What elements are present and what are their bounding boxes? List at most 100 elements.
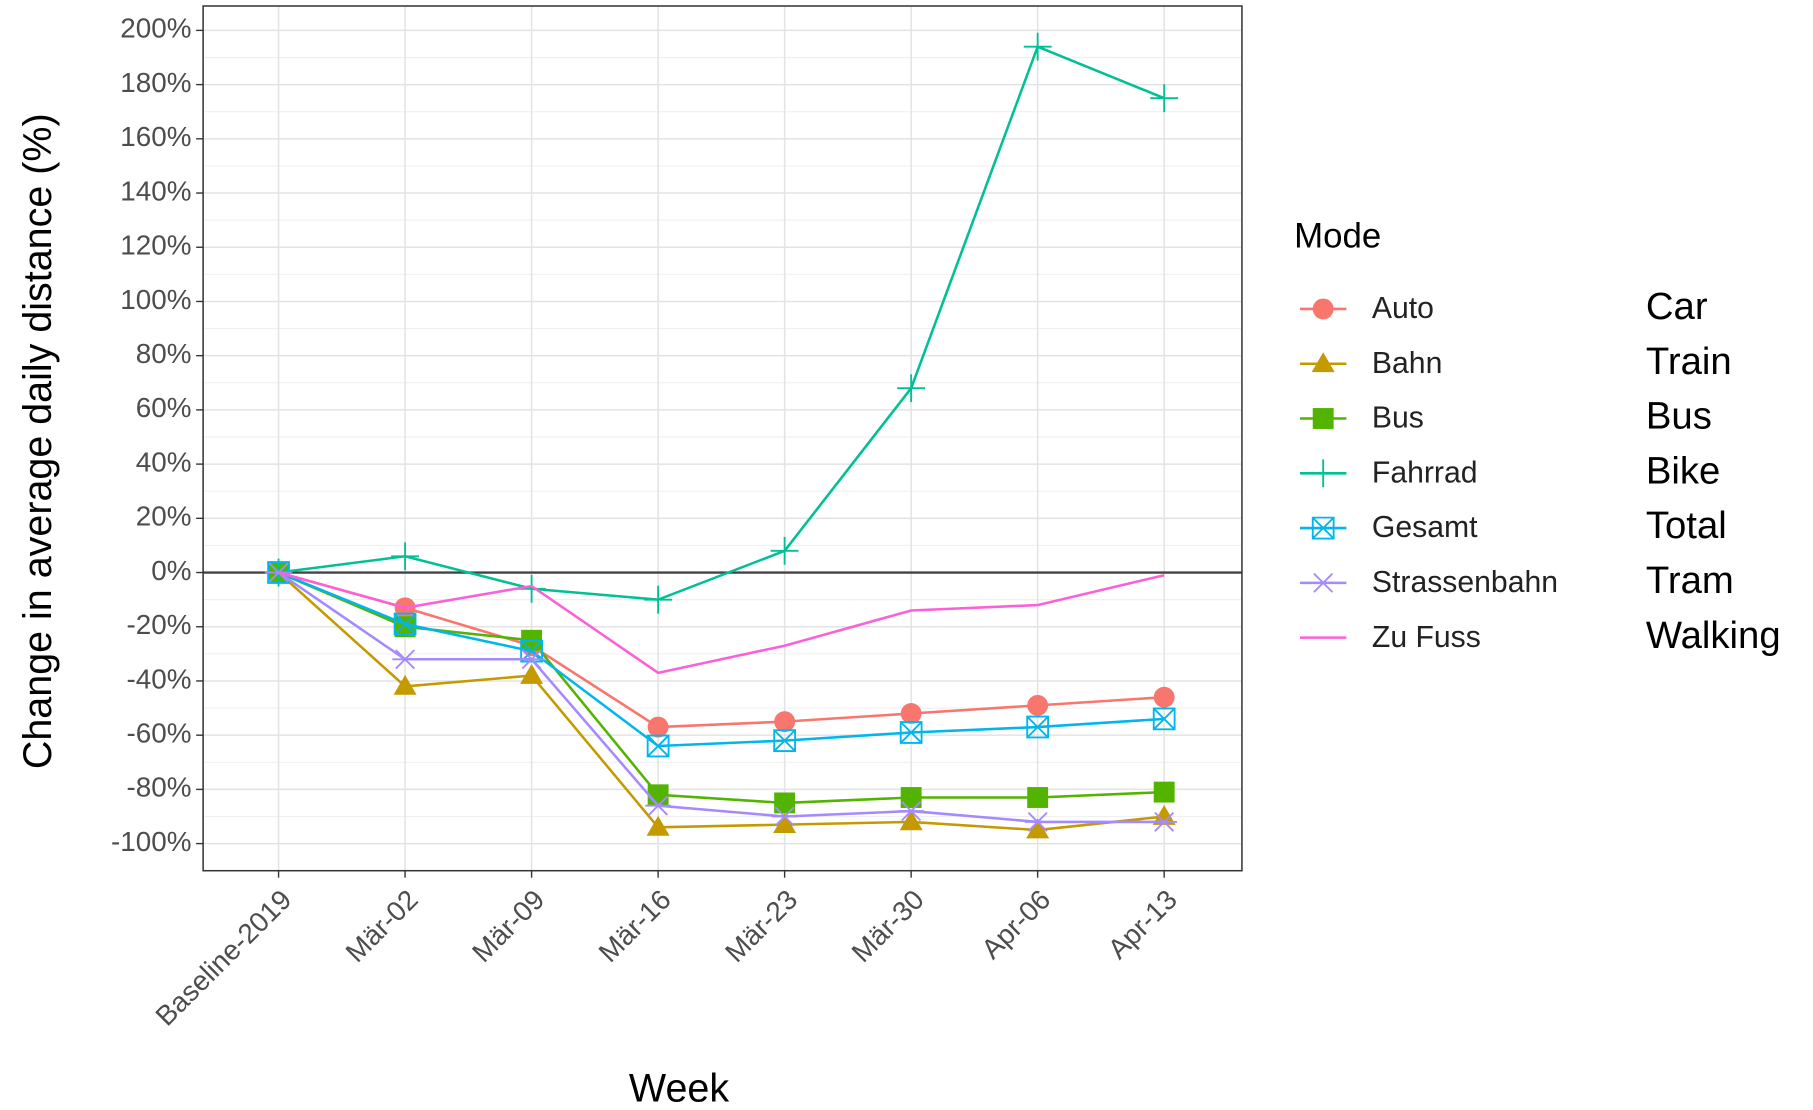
point bbox=[1153, 781, 1175, 803]
y-tick-label: -80% bbox=[126, 772, 191, 803]
legend-key-marker bbox=[1312, 408, 1334, 429]
point-shape bbox=[520, 664, 544, 684]
point-shape bbox=[647, 784, 669, 806]
point-shape bbox=[774, 792, 796, 814]
point-shape bbox=[774, 711, 796, 733]
point bbox=[1026, 818, 1050, 839]
point-shape bbox=[1312, 298, 1334, 320]
point bbox=[518, 649, 545, 670]
y-tick-label: 200% bbox=[120, 13, 191, 44]
series-line bbox=[278, 571, 1165, 675]
legend-label: Bus bbox=[1372, 402, 1424, 435]
series-line bbox=[278, 571, 1165, 748]
legend-label: Gesamt bbox=[1372, 511, 1478, 544]
point bbox=[773, 729, 797, 752]
point-shape bbox=[897, 374, 926, 403]
legend-key-marker bbox=[1311, 352, 1335, 373]
point bbox=[646, 815, 670, 836]
point bbox=[1153, 686, 1175, 708]
y-tick-label: -60% bbox=[126, 718, 191, 749]
point-shape bbox=[900, 787, 922, 808]
point-shape bbox=[770, 536, 799, 565]
legend-translation: Tram bbox=[1646, 559, 1734, 602]
point-shape bbox=[518, 649, 545, 670]
point-shape bbox=[647, 716, 669, 738]
point-shape bbox=[1310, 572, 1336, 593]
point bbox=[647, 716, 669, 738]
point bbox=[899, 810, 923, 831]
legend-translation: Total bbox=[1646, 504, 1727, 547]
y-tick-label: 40% bbox=[136, 446, 192, 477]
y-tick-label: -100% bbox=[111, 826, 192, 857]
point bbox=[770, 536, 799, 565]
point-shape bbox=[773, 813, 797, 833]
point-shape bbox=[1309, 459, 1338, 488]
point-shape bbox=[1150, 84, 1179, 113]
point-shape bbox=[1311, 352, 1335, 373]
point bbox=[520, 664, 544, 684]
point-shape bbox=[1152, 707, 1176, 731]
y-tick-label: 0% bbox=[151, 555, 191, 586]
point-shape bbox=[1151, 811, 1177, 832]
series-line bbox=[278, 571, 1165, 729]
point bbox=[1151, 811, 1177, 832]
y-tick-label: -20% bbox=[126, 609, 191, 640]
point bbox=[393, 674, 417, 695]
point bbox=[898, 801, 924, 822]
legend-label: Fahrrad bbox=[1372, 456, 1478, 489]
legend-translation: Walking bbox=[1646, 614, 1781, 657]
point-shape bbox=[1026, 715, 1050, 739]
point-shape bbox=[899, 721, 923, 744]
point bbox=[900, 787, 922, 808]
series-line bbox=[277, 571, 1165, 832]
point-shape bbox=[1311, 516, 1335, 540]
point bbox=[774, 711, 796, 733]
x-tick-label: Apr-13 bbox=[1102, 884, 1183, 965]
legend-label: Auto bbox=[1372, 292, 1434, 325]
point bbox=[1024, 811, 1051, 832]
point-shape bbox=[898, 801, 924, 822]
point bbox=[773, 813, 797, 833]
point bbox=[1023, 32, 1052, 61]
point-shape bbox=[393, 674, 417, 695]
point-shape bbox=[1153, 781, 1175, 803]
point bbox=[1152, 707, 1176, 731]
series-line bbox=[278, 44, 1165, 601]
legend-label: Bahn bbox=[1372, 347, 1442, 380]
x-tick-label: Mär-23 bbox=[719, 884, 803, 968]
point bbox=[646, 734, 670, 758]
legend-key-marker bbox=[1312, 298, 1334, 320]
point-shape bbox=[644, 585, 673, 614]
point bbox=[1026, 715, 1050, 739]
legend-title: Mode bbox=[1294, 216, 1381, 255]
y-tick-label: 80% bbox=[136, 338, 192, 369]
x-tick-label: Mär-16 bbox=[593, 884, 677, 968]
legend-translation: Bike bbox=[1646, 449, 1721, 492]
point-shape bbox=[646, 815, 670, 836]
point-shape bbox=[393, 612, 417, 636]
x-tick-label: Mär-02 bbox=[340, 884, 424, 968]
point-shape bbox=[391, 542, 420, 571]
y-tick-label: 180% bbox=[120, 67, 191, 98]
y-axis-title: Change in average daily distance (%) bbox=[16, 113, 60, 769]
x-tick-label: Mär-09 bbox=[466, 884, 550, 968]
point bbox=[1027, 694, 1049, 716]
point-shape bbox=[1152, 805, 1176, 825]
x-axis-title: Week bbox=[629, 1067, 729, 1110]
legend-translation: Train bbox=[1646, 340, 1732, 383]
legend-key-marker bbox=[1310, 572, 1336, 593]
point-shape bbox=[900, 703, 922, 724]
y-tick-label: 160% bbox=[120, 121, 191, 152]
point bbox=[647, 784, 669, 806]
y-tick-label: -40% bbox=[126, 663, 191, 694]
y-tick-label: 20% bbox=[136, 501, 192, 532]
y-tick-label: 100% bbox=[120, 284, 191, 315]
legend-label: Zu Fuss bbox=[1372, 621, 1481, 654]
point bbox=[644, 585, 673, 614]
point-shape bbox=[1026, 818, 1050, 839]
point bbox=[391, 542, 420, 571]
plot-border bbox=[202, 5, 1243, 872]
point-shape bbox=[771, 806, 798, 827]
point-shape bbox=[646, 734, 670, 758]
